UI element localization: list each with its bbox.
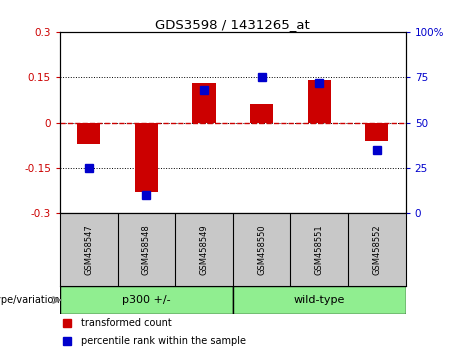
Text: percentile rank within the sample: percentile rank within the sample [81,336,246,346]
Title: GDS3598 / 1431265_at: GDS3598 / 1431265_at [155,18,310,31]
Text: genotype/variation: genotype/variation [0,295,60,305]
Text: GSM458548: GSM458548 [142,224,151,275]
Bar [60,286,233,314]
Text: wild-type: wild-type [294,295,345,305]
Text: GSM458549: GSM458549 [200,224,208,275]
Bar [233,286,406,314]
Text: p300 +/-: p300 +/- [122,295,171,305]
Text: transformed count: transformed count [81,318,171,328]
Bar [250,104,273,122]
Text: GSM458551: GSM458551 [315,224,324,275]
Text: GSM458547: GSM458547 [84,224,93,275]
Bar [365,122,388,141]
Text: GSM458550: GSM458550 [257,224,266,275]
Bar [77,122,100,144]
Bar [193,83,216,122]
Text: GSM458552: GSM458552 [372,224,381,275]
Bar [135,122,158,192]
Bar [308,80,331,122]
